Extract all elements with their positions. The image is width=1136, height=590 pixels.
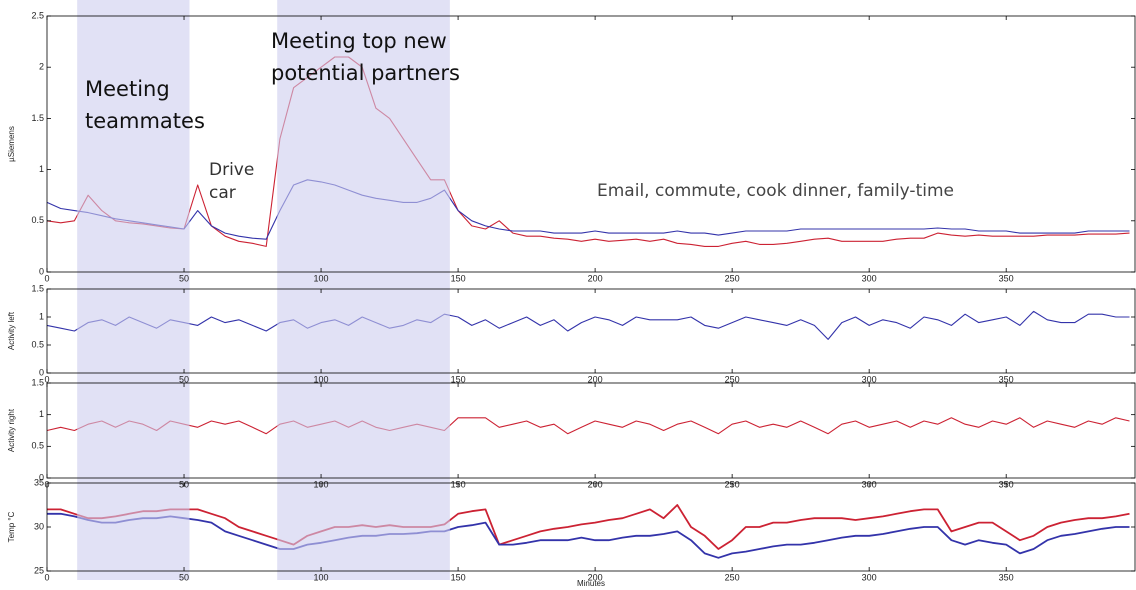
x-tick-label: 100 bbox=[314, 572, 329, 582]
y-axis-label: Activity left bbox=[7, 311, 16, 350]
y-tick-label: 0 bbox=[39, 472, 44, 482]
plot-frame bbox=[46, 288, 1136, 374]
annotation: potential partners bbox=[271, 61, 460, 85]
y-tick-label: 25 bbox=[34, 565, 44, 575]
x-tick-label: 250 bbox=[725, 572, 740, 582]
x-tick-label: 300 bbox=[862, 273, 877, 283]
series-line bbox=[46, 310, 1130, 340]
x-tick-label: 100 bbox=[314, 374, 329, 384]
x-axis-label: Minutes bbox=[577, 579, 605, 588]
annotation: teammates bbox=[85, 109, 205, 133]
y-tick-label: 2 bbox=[39, 62, 44, 72]
annotations: Meeting teammates Drive car Meeting top … bbox=[85, 29, 954, 203]
annotation: Meeting bbox=[85, 77, 170, 101]
x-tick-label: 200 bbox=[588, 374, 603, 384]
x-tick-label: 300 bbox=[862, 374, 877, 384]
y-tick-label: 1.5 bbox=[31, 377, 44, 387]
y-axis-label: Temp °C bbox=[7, 511, 16, 542]
y-tick-label: 1.5 bbox=[31, 113, 44, 123]
y-tick-label: 1 bbox=[39, 164, 44, 174]
x-tick-label: 350 bbox=[999, 273, 1014, 283]
annotation: car bbox=[209, 183, 236, 203]
x-tick-label: 0 bbox=[44, 572, 49, 582]
x-tick-label: 200 bbox=[588, 273, 603, 283]
x-tick-label: 50 bbox=[179, 572, 189, 582]
y-tick-label: 0 bbox=[39, 367, 44, 377]
x-tick-label: 300 bbox=[862, 572, 877, 582]
series-line bbox=[47, 504, 1130, 550]
x-tick-label: 200 bbox=[588, 572, 603, 582]
x-tick-label: 100 bbox=[314, 273, 329, 283]
y-tick-label: 0.5 bbox=[31, 441, 44, 451]
series-line bbox=[47, 512, 1130, 559]
plot-frame bbox=[46, 482, 1136, 572]
x-tick-label: 250 bbox=[725, 273, 740, 283]
x-tick-label: 50 bbox=[179, 374, 189, 384]
annotation: Email, commute, cook dinner, family-time bbox=[597, 181, 954, 201]
x-tick-label: 350 bbox=[999, 572, 1014, 582]
x-tick-label: 150 bbox=[451, 374, 466, 384]
y-tick-label: 1 bbox=[39, 311, 44, 321]
y-tick-label: 30 bbox=[34, 521, 44, 531]
annotation: Drive bbox=[209, 160, 254, 180]
axes-layer: 00.511.522.50 50 100 150 200 250 300 350µSiemen… bbox=[7, 10, 1136, 588]
x-tick-label: 350 bbox=[999, 374, 1014, 384]
series-line bbox=[46, 179, 1130, 240]
y-tick-label: 35 bbox=[34, 477, 44, 487]
x-tick-label: 50 bbox=[179, 273, 189, 283]
x-tick-label: 150 bbox=[451, 273, 466, 283]
plot-frame bbox=[46, 15, 1136, 273]
y-axis-label: Activity right bbox=[7, 408, 16, 452]
y-tick-label: 1 bbox=[39, 409, 44, 419]
plot-layer bbox=[46, 56, 1130, 559]
highlight-region bbox=[277, 0, 450, 580]
y-tick-label: 0 bbox=[39, 266, 44, 276]
y-tick-label: 0.5 bbox=[31, 339, 44, 349]
series-line bbox=[46, 56, 1130, 247]
x-tick-label: 0 bbox=[44, 273, 49, 283]
y-tick-label: 1.5 bbox=[31, 283, 44, 293]
annotation: Meeting top new bbox=[271, 29, 447, 53]
plot-frame bbox=[46, 382, 1136, 479]
series-line bbox=[46, 417, 1130, 435]
y-tick-label: 0.5 bbox=[31, 215, 44, 225]
x-tick-label: 150 bbox=[451, 572, 466, 582]
x-tick-label: 250 bbox=[725, 374, 740, 384]
x-tick-label: 0 bbox=[44, 374, 49, 384]
y-axis-label: µSiemens bbox=[7, 126, 16, 162]
y-tick-label: 2.5 bbox=[31, 10, 44, 20]
